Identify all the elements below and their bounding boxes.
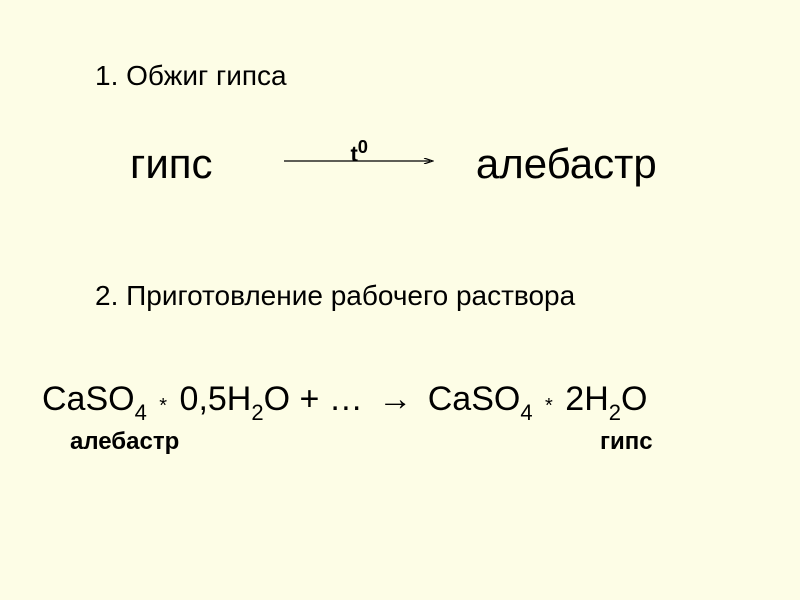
slide: 1. Обжиг гипса гипс t0 алебастр 2. Приго…	[0, 0, 800, 600]
eq-plus: +	[300, 380, 329, 418]
reaction-arrow: t0	[284, 158, 434, 164]
heading-1: 1. Обжиг гипса	[95, 60, 287, 92]
equation: CaSO4 * 0,5H2O + … → CaSO4 * 2H2O	[42, 380, 647, 424]
eq-o-b: O	[621, 380, 647, 418]
reaction-left-word: гипс	[130, 140, 213, 188]
eq-coef-a-sub: 2	[251, 400, 263, 425]
eq-caso4-a: CaSO	[42, 380, 135, 418]
eq-coef-b: 2H	[565, 380, 608, 418]
heading-2: 2. Приготовление рабочего раствора	[95, 280, 575, 312]
eq-coef-a: 0,5H	[180, 380, 252, 418]
eq-caso4-b-sub: 4	[520, 400, 532, 425]
eq-dot-b: *	[542, 395, 556, 417]
label-alabaster: алебастр	[70, 428, 179, 456]
eq-o-a: O	[264, 380, 290, 418]
eq-caso4-b: CaSO	[428, 380, 521, 418]
eq-dot-a: *	[156, 395, 170, 417]
label-gips: гипс	[600, 428, 653, 456]
reaction-arrow-label: t0	[350, 136, 368, 167]
eq-coef-b-sub: 2	[609, 400, 621, 425]
reaction-row: гипс t0 алебастр	[130, 140, 657, 188]
reaction-right-word: алебастр	[476, 140, 657, 187]
eq-dots: …	[329, 380, 363, 418]
eq-caso4-a-sub: 4	[135, 400, 147, 425]
eq-arrow: →	[372, 380, 427, 418]
